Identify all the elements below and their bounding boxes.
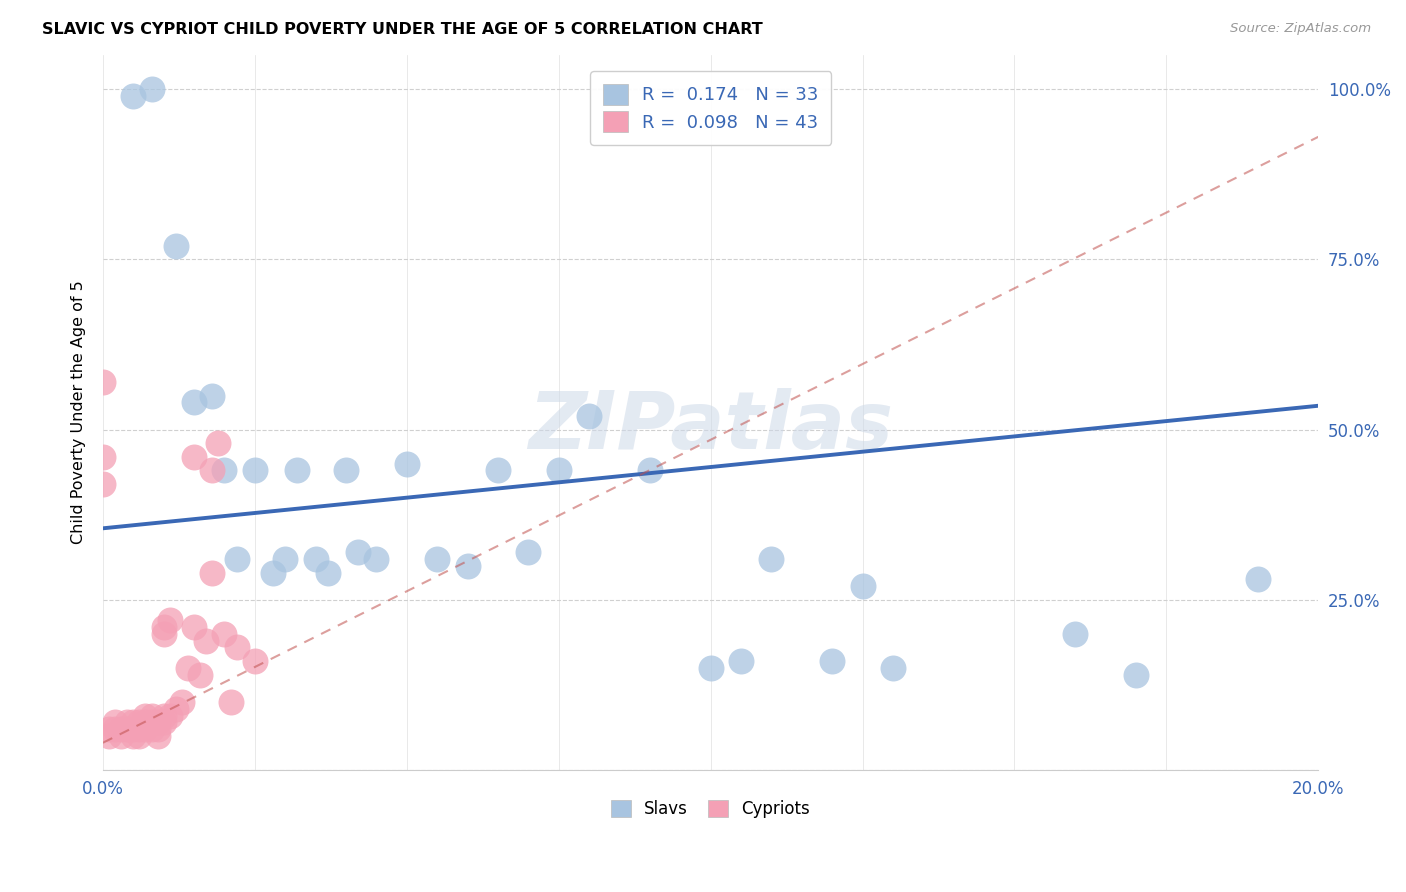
Point [578,409,600,423]
Point [104,722,127,736]
Point [141,708,163,723]
Point [243,463,266,477]
Point [98,729,121,743]
Point [152,620,174,634]
Point [165,239,187,253]
Point [159,613,181,627]
Point [699,661,721,675]
Point [243,654,266,668]
Point [219,695,242,709]
Point [146,722,169,736]
Point [183,395,205,409]
Point [91,375,114,389]
Point [201,566,224,580]
Point [274,552,297,566]
Point [214,627,236,641]
Point [177,661,200,675]
Point [146,729,169,743]
Point [91,450,114,464]
Point [761,552,783,566]
Legend: Slavs, Cypriots: Slavs, Cypriots [603,791,818,826]
Point [128,729,150,743]
Point [882,661,904,675]
Point [183,450,205,464]
Point [141,715,163,730]
Text: ZIPatlas: ZIPatlas [529,388,893,466]
Point [457,558,479,573]
Point [134,708,156,723]
Point [1246,573,1268,587]
Point [188,667,211,681]
Point [152,627,174,641]
Point [134,715,156,730]
Point [110,729,132,743]
Point [201,388,224,402]
Point [335,463,357,477]
Point [122,715,145,730]
Point [347,545,370,559]
Point [146,715,169,730]
Point [134,722,156,736]
Point [304,552,326,566]
Point [104,715,127,730]
Point [517,545,540,559]
Point [122,722,145,736]
Point [547,463,569,477]
Point [1125,667,1147,681]
Point [98,722,121,736]
Point [821,654,844,668]
Point [115,722,138,736]
Point [638,463,661,477]
Point [152,708,174,723]
Y-axis label: Child Poverty Under the Age of 5: Child Poverty Under the Age of 5 [72,281,86,544]
Point [207,436,229,450]
Point [141,82,163,96]
Point [225,640,247,655]
Point [128,715,150,730]
Point [152,715,174,730]
Point [128,722,150,736]
Point [395,457,418,471]
Text: Source: ZipAtlas.com: Source: ZipAtlas.com [1230,22,1371,36]
Point [91,477,114,491]
Point [285,463,308,477]
Point [122,89,145,103]
Point [214,463,236,477]
Point [262,566,284,580]
Point [122,729,145,743]
Point [201,463,224,477]
Point [183,620,205,634]
Point [170,695,193,709]
Point [115,715,138,730]
Text: SLAVIC VS CYPRIOT CHILD POVERTY UNDER THE AGE OF 5 CORRELATION CHART: SLAVIC VS CYPRIOT CHILD POVERTY UNDER TH… [42,22,763,37]
Point [486,463,509,477]
Point [730,654,752,668]
Point [141,722,163,736]
Point [159,708,181,723]
Point [1064,627,1087,641]
Point [426,552,449,566]
Point [165,702,187,716]
Point [851,579,873,593]
Point [366,552,388,566]
Point [316,566,339,580]
Point [225,552,247,566]
Point [195,633,218,648]
Point [110,722,132,736]
